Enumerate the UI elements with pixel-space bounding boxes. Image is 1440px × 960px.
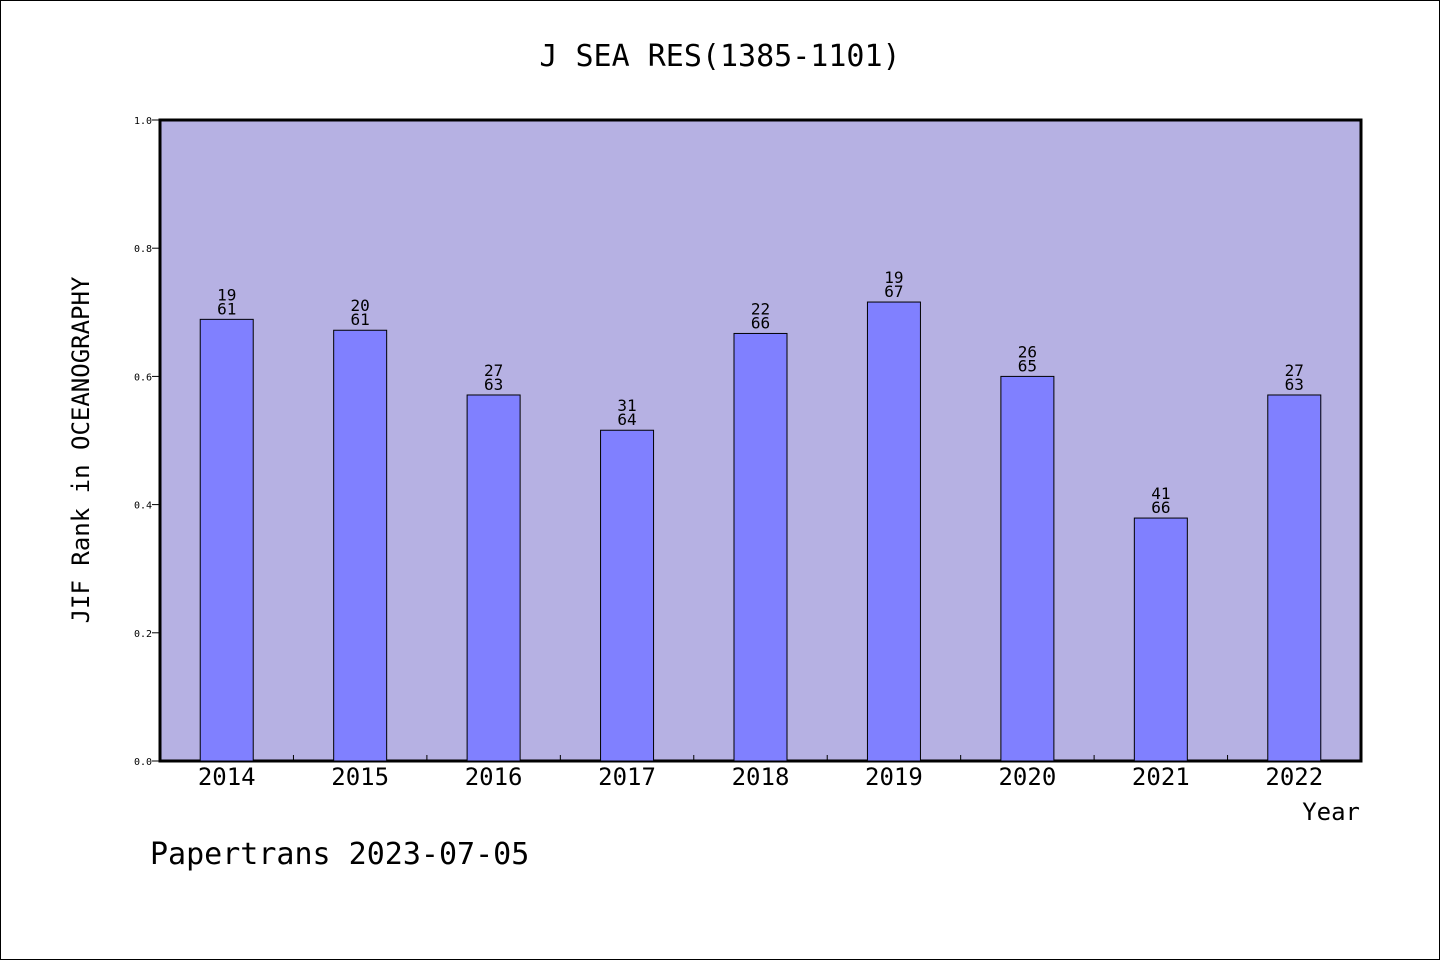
x-tick-label: 2015	[331, 763, 389, 791]
bar-2014	[199, 318, 254, 762]
x-tick-label: 2017	[598, 763, 656, 791]
x-tick-label: 2019	[865, 763, 923, 791]
y-tick-label: 1.0	[134, 116, 152, 127]
bar-rank-label: 22	[751, 299, 770, 318]
bar-total-label: 61	[217, 299, 236, 318]
y-tick-label: 0.6	[134, 372, 152, 383]
bar-total-label: 65	[1018, 356, 1037, 375]
x-tick-label: 2016	[465, 763, 523, 791]
y-tick-label: 0.4	[134, 501, 152, 512]
x-axis-ticks: 2014 2015 2016 2017 2018 2019 2020 2021 2022	[198, 755, 1323, 791]
y-tick-label: 0.2	[134, 629, 152, 640]
bar-2019	[866, 301, 921, 762]
bar-total-label: 61	[351, 310, 370, 329]
bar-rank-label: 20	[351, 296, 370, 315]
y-axis-label: JIF Rank in OCEANOGRAPHY	[67, 276, 95, 623]
x-tick-label: 2022	[1265, 763, 1323, 791]
y-tick-label: 0.8	[134, 244, 152, 255]
bars	[199, 301, 1322, 762]
bar-2021	[1133, 517, 1188, 762]
bar-total-label: 66	[751, 313, 770, 332]
bar-rank-label: 19	[217, 285, 236, 304]
x-tick-label: 2018	[732, 763, 790, 791]
bar-2015	[333, 329, 388, 762]
x-axis-label: Year	[1302, 798, 1360, 826]
footer-credit: Papertrans 2023-07-05	[150, 837, 529, 872]
bar-rank-label: 27	[484, 361, 503, 380]
bar-rank-label: 19	[884, 268, 903, 287]
bar-2018	[733, 332, 788, 762]
bar-total-label: 66	[1151, 498, 1170, 517]
y-tick-label: 0.0	[134, 757, 152, 768]
bar-2022	[1267, 394, 1322, 762]
bar-2020	[1000, 375, 1055, 762]
chart-title: J SEA RES(1385-1101)	[539, 39, 900, 74]
y-axis-ticks: 0.0 0.2 0.4 0.6 0.8 1.0	[134, 116, 160, 768]
bar-total-label: 63	[1285, 375, 1304, 394]
bar-total-label: 67	[884, 282, 903, 301]
x-tick-label: 2014	[198, 763, 256, 791]
bar-rank-label: 26	[1018, 342, 1037, 361]
bar-2016	[466, 394, 521, 762]
bar-rank-label: 41	[1151, 484, 1170, 503]
x-tick-label: 2021	[1132, 763, 1190, 791]
bar-2017	[600, 429, 655, 762]
bar-rank-label: 27	[1285, 361, 1304, 380]
x-tick-label: 2020	[998, 763, 1056, 791]
bar-total-label: 64	[617, 410, 636, 429]
bar-rank-label: 31	[617, 396, 636, 415]
bar-total-label: 63	[484, 375, 503, 394]
